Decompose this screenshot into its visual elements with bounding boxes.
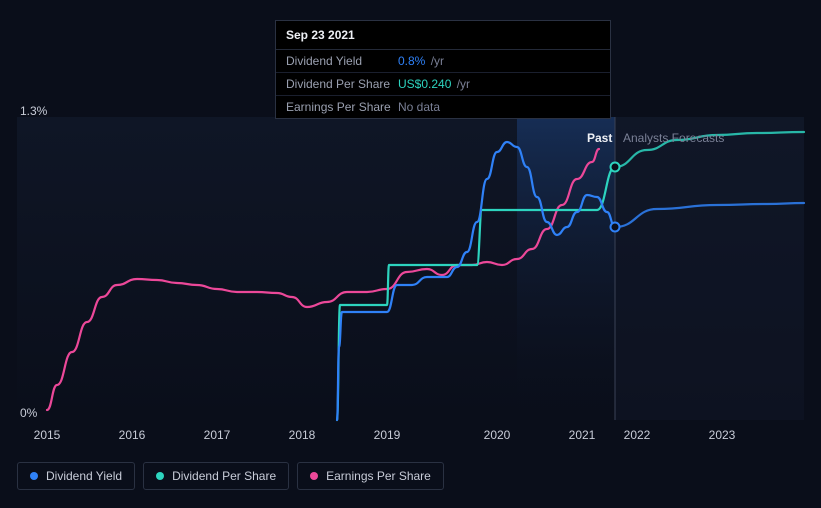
legend-item[interactable]: Dividend Per Share — [143, 462, 289, 490]
x-axis-tick: 2021 — [569, 428, 596, 442]
tooltip-row-label: Dividend Yield — [286, 54, 398, 68]
forecast-label: Analysts Forecasts — [623, 131, 724, 145]
tooltip-row: Dividend Per ShareUS$0.240 /yr — [276, 73, 610, 96]
tooltip-row-value: No data — [398, 100, 440, 114]
marker-dividend-yield — [611, 223, 620, 232]
tooltip-date: Sep 23 2021 — [276, 21, 610, 50]
tooltip-row-value: US$0.240 /yr — [398, 77, 470, 91]
legend-item[interactable]: Earnings Per Share — [297, 462, 444, 490]
x-axis-tick: 2015 — [34, 428, 61, 442]
forecast-region — [615, 117, 804, 420]
legend-label: Dividend Per Share — [172, 469, 276, 483]
tooltip-row: Dividend Yield0.8% /yr — [276, 50, 610, 73]
tooltip-row-value: 0.8% /yr — [398, 54, 444, 68]
x-axis-tick: 2017 — [204, 428, 231, 442]
legend-item[interactable]: Dividend Yield — [17, 462, 135, 490]
x-axis-tick: 2020 — [484, 428, 511, 442]
legend-label: Earnings Per Share — [326, 469, 431, 483]
highlight-region — [517, 117, 615, 420]
y-axis-min: 0% — [20, 406, 37, 420]
y-axis-max: 1.3% — [20, 104, 47, 118]
chart-tooltip: Sep 23 2021 Dividend Yield0.8% /yrDivide… — [275, 20, 611, 119]
line-chart[interactable]: 1.3% 0% 20152016201720182019202020212022… — [17, 117, 804, 420]
legend-dot-icon — [310, 472, 318, 480]
tooltip-row: Earnings Per ShareNo data — [276, 96, 610, 118]
legend-dot-icon — [156, 472, 164, 480]
x-axis-tick: 2022 — [624, 428, 651, 442]
x-axis-tick: 2018 — [289, 428, 316, 442]
tooltip-row-label: Dividend Per Share — [286, 77, 398, 91]
past-label: Past — [587, 131, 612, 145]
x-axis-tick: 2023 — [709, 428, 736, 442]
x-axis-tick: 2019 — [374, 428, 401, 442]
tooltip-row-label: Earnings Per Share — [286, 100, 398, 114]
chart-svg — [17, 117, 804, 420]
marker-dividend-per-share — [611, 163, 620, 172]
legend-label: Dividend Yield — [46, 469, 122, 483]
legend-dot-icon — [30, 472, 38, 480]
chart-legend: Dividend Yield Dividend Per Share Earnings… — [17, 462, 444, 490]
x-axis-tick: 2016 — [119, 428, 146, 442]
